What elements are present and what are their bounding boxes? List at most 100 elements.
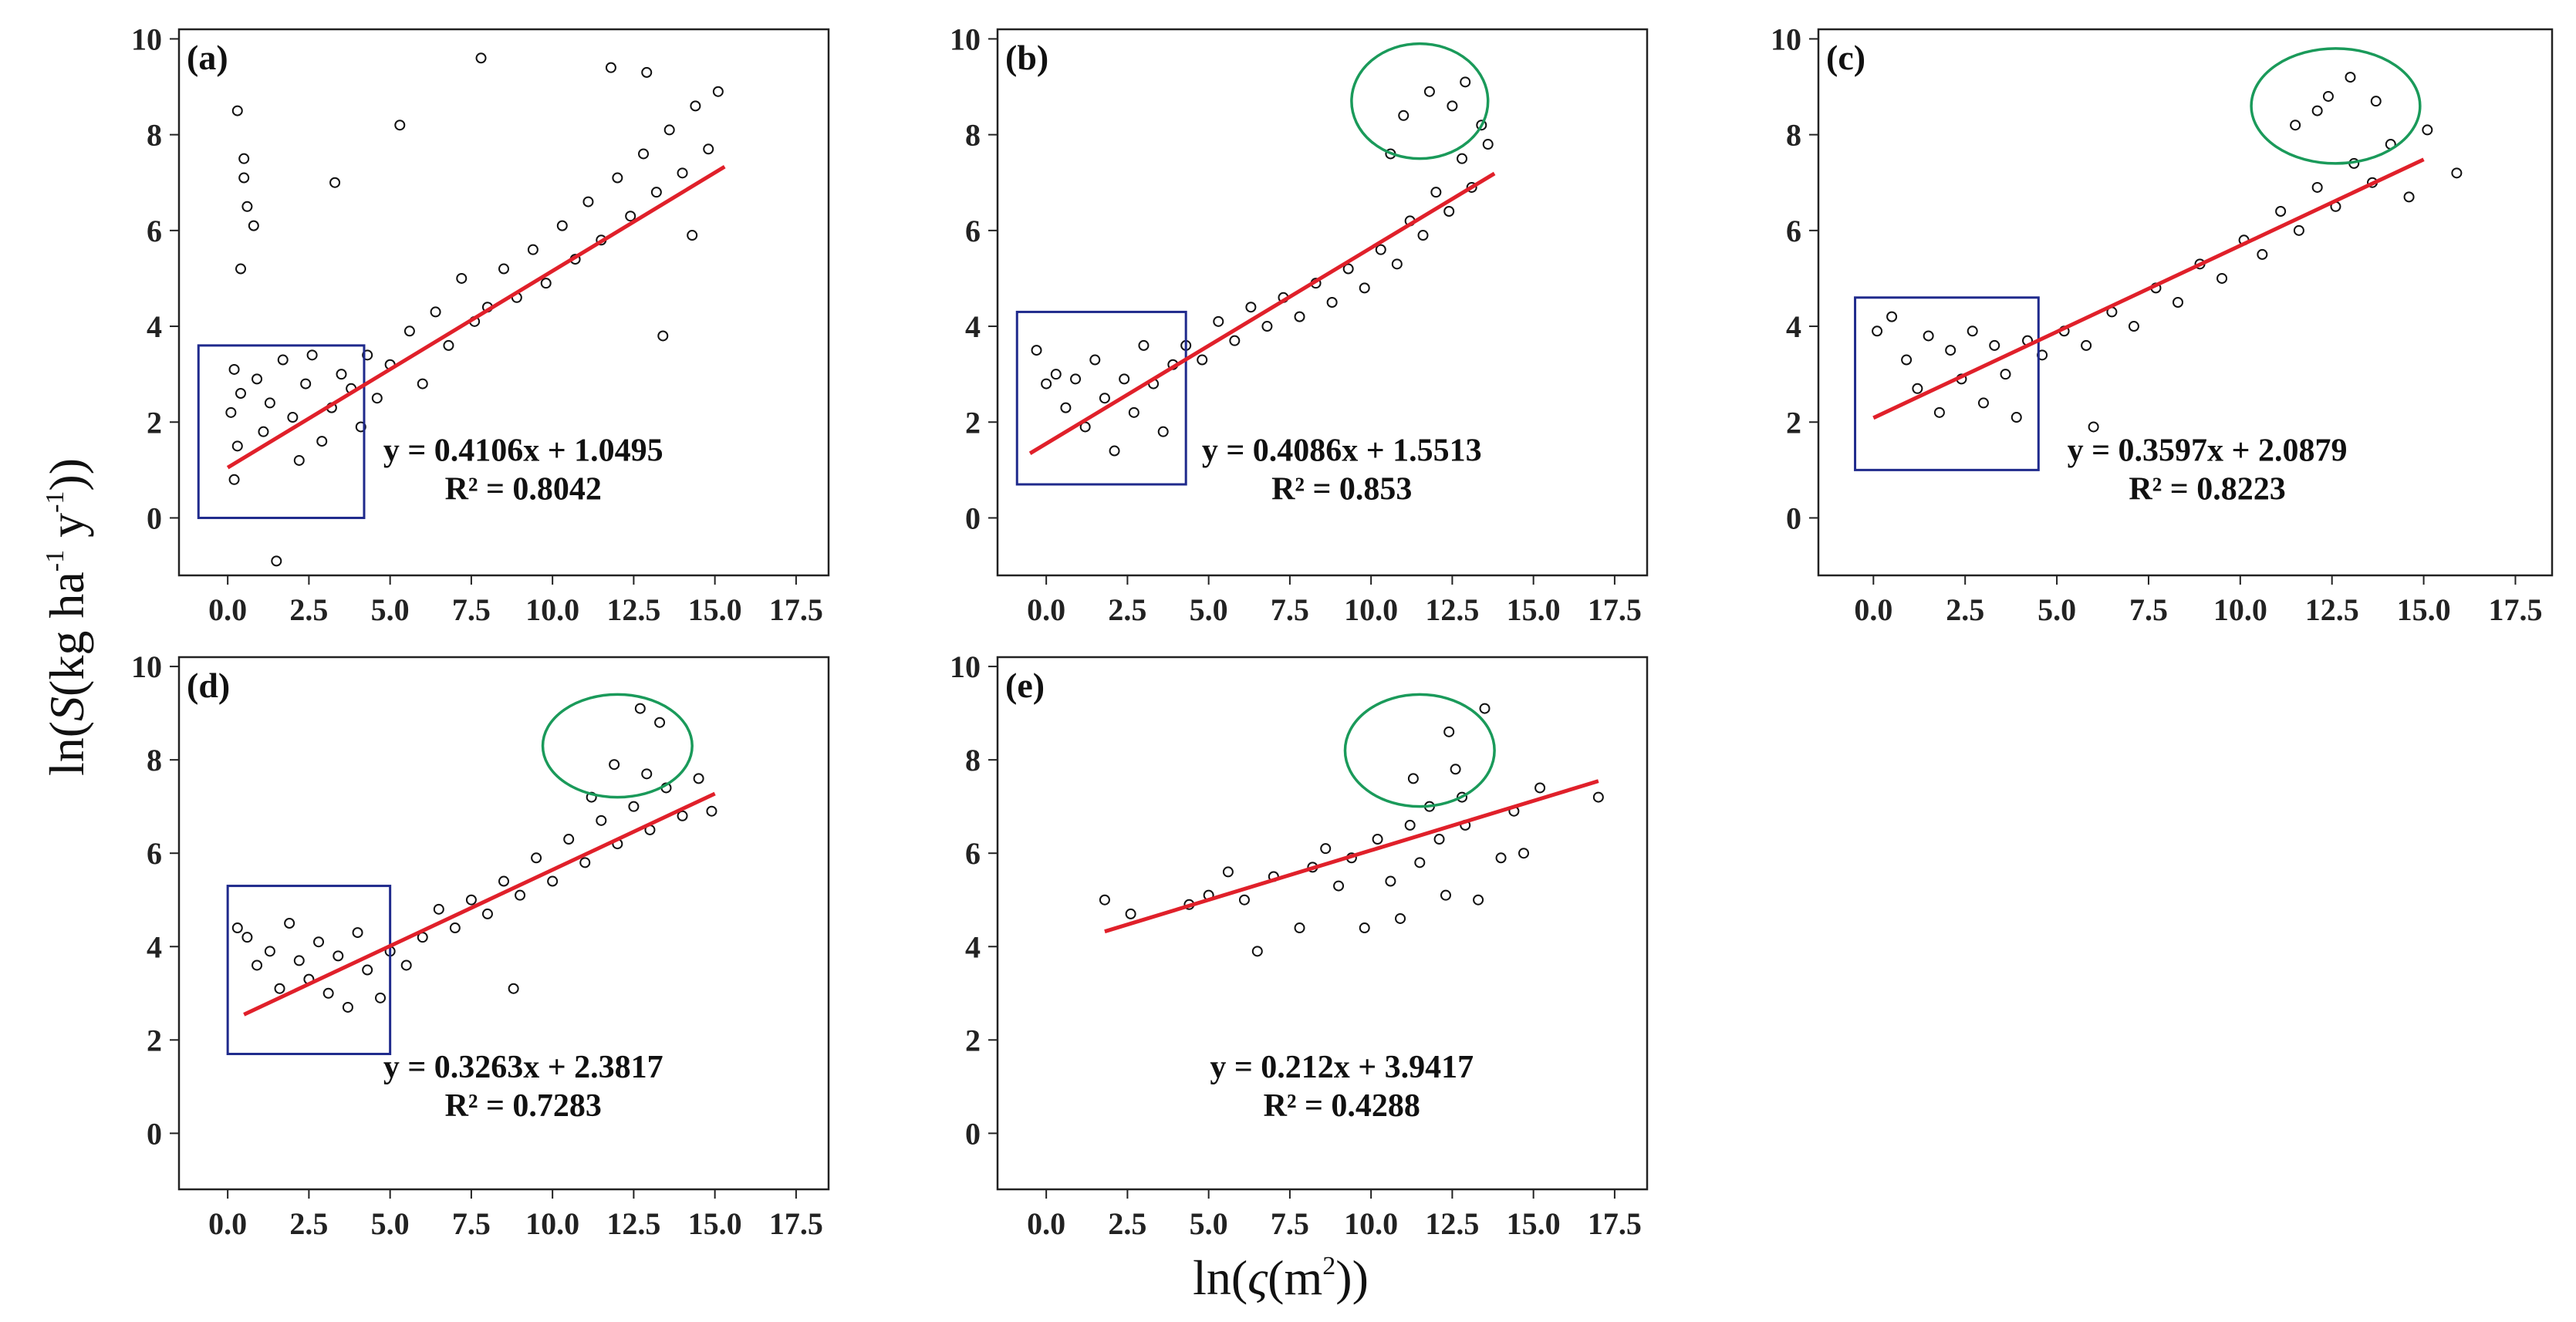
data-point: [1261, 321, 1273, 332]
data-point: [241, 932, 253, 943]
x-tick-label: 17.5: [1588, 592, 1642, 627]
data-point: [352, 927, 363, 939]
data-point: [355, 421, 366, 433]
data-point: [579, 857, 591, 868]
data-point: [2290, 120, 2301, 131]
data-point: [235, 263, 246, 275]
data-point: [1933, 406, 1945, 418]
data-point: [1089, 354, 1101, 366]
data-point: [706, 805, 717, 817]
data-point: [703, 143, 714, 155]
data-point: [417, 378, 428, 390]
data-point: [1138, 339, 1150, 351]
r-squared: R² = 0.8042: [445, 471, 602, 507]
y-tick-label: 0: [965, 1116, 981, 1151]
data-point: [228, 474, 240, 485]
x-tick-label: 10.0: [1344, 1206, 1398, 1241]
panel-label: (d): [187, 666, 230, 705]
y-tick-label: 10: [131, 22, 162, 56]
y-tick-label: 4: [965, 309, 981, 344]
data-point: [1128, 406, 1139, 418]
data-point: [1060, 402, 1072, 413]
panel-a: 0.0 2.5 5.0 7.5 10.0 12.5 15.0 17.5 0 2 4 6 8 10 (a) y …: [131, 22, 830, 627]
data-point: [609, 759, 620, 771]
data-point: [1450, 764, 1461, 775]
panel-label: (c): [1826, 38, 1865, 77]
y-tick-label: 8: [147, 118, 162, 153]
data-point: [333, 950, 344, 962]
x-axis-title: ln(ς(m2)): [1193, 1250, 1369, 1305]
data-point: [586, 791, 597, 803]
data-point: [228, 363, 240, 375]
x-tick-label: 12.5: [2305, 592, 2359, 627]
data-point: [1294, 922, 1305, 934]
data-point: [498, 875, 509, 887]
data-point: [1417, 230, 1429, 241]
data-point: [456, 272, 468, 284]
panel-label: (b): [1005, 38, 1048, 77]
panels: 0.0 2.5 5.0 7.5 10.0 12.5 15.0 17.5 0 2 4 6 8 10 (a) y …: [131, 22, 2554, 1241]
data-point: [264, 397, 275, 409]
data-point: [300, 378, 312, 390]
y-tick-label: 4: [1786, 309, 1801, 344]
data-point: [1099, 894, 1110, 906]
r-squared: R² = 0.853: [1271, 471, 1412, 507]
data-point: [1466, 181, 1477, 193]
y-tick-label: 0: [1786, 501, 1801, 535]
data-point: [1945, 345, 1956, 356]
y-tick-label: 6: [147, 836, 162, 871]
data-point: [235, 388, 246, 399]
data-point: [2311, 105, 2323, 116]
y-tick-label: 8: [147, 743, 162, 777]
data-point: [274, 983, 285, 994]
r-squared: R² = 0.4288: [1264, 1088, 1420, 1124]
highlight-ellipse: [1343, 693, 1496, 808]
data-point: [375, 992, 387, 1003]
regression-line: [243, 791, 716, 1017]
data-point: [264, 946, 275, 957]
regression-equation: y = 0.4106x + 1.0495: [383, 433, 663, 468]
data-point: [252, 373, 263, 385]
data-point: [1443, 206, 1455, 217]
data-point: [628, 801, 640, 812]
data-point: [1977, 397, 1989, 409]
data-point: [1359, 922, 1370, 934]
data-point: [258, 426, 269, 437]
scatter-points: [231, 703, 717, 1013]
data-point: [1391, 258, 1403, 270]
y-tick-label: 10: [950, 649, 981, 684]
x-tick-label: 2.5: [289, 1206, 328, 1241]
x-tick-label: 5.0: [371, 592, 410, 627]
scatter-points: [1099, 703, 1604, 957]
regression-line: [226, 164, 726, 470]
data-point: [1385, 875, 1396, 887]
regression-equation: y = 0.3263x + 2.3817: [383, 1050, 663, 1085]
highlight-box: [197, 344, 366, 519]
x-tick-label: 15.0: [688, 1206, 742, 1241]
data-point: [231, 440, 243, 452]
data-point: [712, 86, 724, 97]
y-tick-label: 10: [131, 649, 162, 684]
panel-b: 0.0 2.5 5.0 7.5 10.0 12.5 15.0 17.5 0 2 4 6 8 10 (b) y …: [950, 22, 1649, 627]
data-point: [1222, 866, 1234, 878]
data-point: [1395, 912, 1406, 924]
data-point: [231, 922, 243, 934]
data-point: [241, 201, 253, 212]
x-tick-label: 2.5: [1108, 1206, 1146, 1241]
data-point: [1125, 908, 1136, 919]
x-tick-label: 12.5: [1425, 1206, 1479, 1241]
data-point: [362, 964, 373, 976]
data-point: [2403, 191, 2415, 203]
x-tick-label: 15.0: [688, 592, 742, 627]
y-tick-label: 6: [147, 214, 162, 248]
x-tick-label: 10.0: [525, 1206, 579, 1241]
x-tick-label: 7.5: [2129, 592, 2168, 627]
x-tick-label: 5.0: [371, 1206, 410, 1241]
data-point: [443, 339, 454, 351]
data-point: [1070, 373, 1082, 385]
data-point: [540, 278, 552, 289]
x-tick-label: 17.5: [769, 1206, 823, 1241]
data-point: [1157, 426, 1169, 437]
data-point: [1476, 120, 1487, 131]
